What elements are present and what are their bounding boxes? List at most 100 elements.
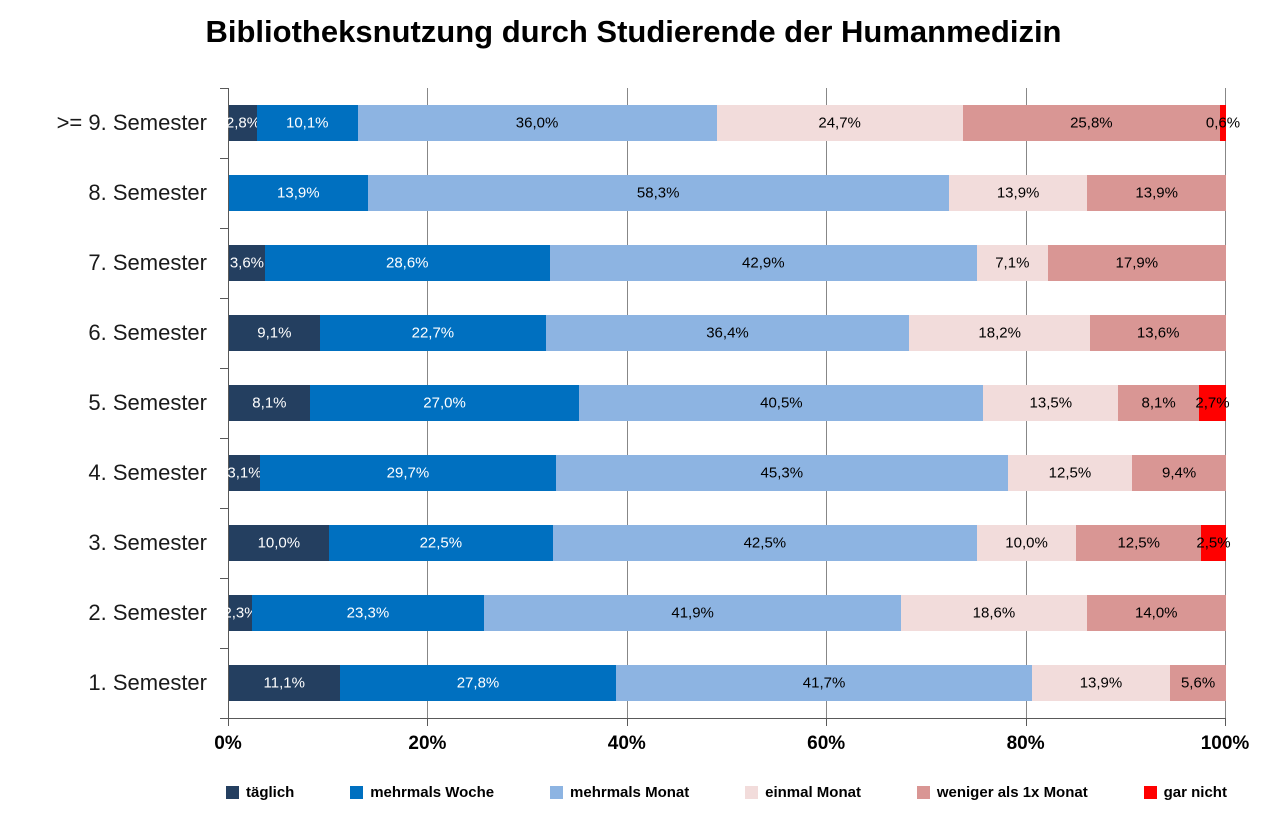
bar-segment-label: 2,8% <box>225 114 261 132</box>
bar-segment: 24,7% <box>716 105 963 141</box>
y-axis-label: 5. Semester <box>88 390 207 415</box>
x-axis-tick <box>1225 718 1226 726</box>
y-axis-labels: >= 9. Semester 8. Semester 7. Semester 6. S… <box>0 88 207 718</box>
bar-segment: 41,7% <box>616 665 1032 701</box>
bar-segment-label: 8,1% <box>252 394 287 412</box>
legend-item: gar nicht <box>1143 784 1227 801</box>
bar-row: 10,0% 22,5% 42,5% 10,0% 12,5% 2,5% <box>229 508 1231 578</box>
legend-swatch-icon <box>1143 786 1157 799</box>
legend-swatch-icon <box>745 786 759 799</box>
bar-segment-label: 3,1% <box>227 464 262 482</box>
bar-row: 3,1% 29,7% 45,3% 12,5% 9,4% <box>227 438 1226 508</box>
legend-item: einmal Monat <box>745 784 861 801</box>
bar-segment: 12,5% <box>1007 455 1133 491</box>
bar-segment-label: 7,1% <box>995 254 1030 272</box>
y-axis-tick <box>220 508 229 509</box>
bar-segment-label: 42,5% <box>743 534 787 552</box>
bar-segment: 2,7% <box>1195 385 1230 421</box>
bar-segment: 10,0% <box>976 525 1077 561</box>
bar-segment-label: 29,7% <box>386 464 430 482</box>
bar-segment: 18,6% <box>901 595 1087 631</box>
bar-segment-label: 3,6% <box>229 254 265 272</box>
bar-segment-label: 0,6% <box>1205 114 1241 132</box>
bar-segment-label: 13,9% <box>277 184 320 202</box>
bar-segment: 2,5% <box>1196 525 1231 561</box>
bar-segment: 17,9% <box>1047 245 1226 281</box>
bar-segment: 42,9% <box>549 245 977 281</box>
legend-swatch-icon <box>350 786 364 799</box>
x-axis-tick <box>427 718 429 726</box>
legend-label: weniger als 1x Monat <box>936 784 1088 801</box>
legend-swatch-icon <box>550 786 564 799</box>
y-axis-label: 4. Semester <box>88 460 207 485</box>
y-axis-tick <box>220 88 229 89</box>
y-axis-label: 8. Semester <box>88 180 207 205</box>
plot-area: 2,8% 10,1% 36,0% 24,7% 25,8% 0,6% 13,9% 58,3% 13… <box>220 88 1240 726</box>
bar-segment: 22,5% <box>328 525 553 561</box>
bar-segment-label: 40,5% <box>760 394 803 412</box>
bar-segment-label: 9,4% <box>1162 464 1197 482</box>
x-axis-tick <box>626 718 628 726</box>
bar-segment: 42,5% <box>553 525 977 561</box>
bar-segment: 13,9% <box>1087 175 1226 211</box>
legend-label: mehrmals Monat <box>570 784 690 801</box>
bar-segment: 23,3% <box>251 595 484 631</box>
bar-segment: 10,0% <box>229 525 329 561</box>
y-axis-tick <box>220 158 229 159</box>
bar-segment-label: 41,9% <box>671 604 714 622</box>
bar-segment-label: 22,7% <box>411 324 455 342</box>
bar-segment-label: 13,5% <box>1029 394 1073 412</box>
y-axis-label: 7. Semester <box>88 250 207 275</box>
y-axis-label: 1. Semester <box>88 670 207 695</box>
legend-item: täglich <box>226 784 294 801</box>
y-axis-tick <box>220 578 229 579</box>
bar-segment-label: 41,7% <box>802 674 846 692</box>
bar-segment-label: 36,0% <box>515 114 559 132</box>
bar-segment-label: 11,1% <box>263 674 305 692</box>
bar-row: 13,9% 58,3% 13,9% 13,9% <box>229 158 1226 228</box>
bar-segment-label: 18,6% <box>972 604 1016 622</box>
bar-segment-label: 10,0% <box>257 534 301 552</box>
bar-segment: 0,6% <box>1206 105 1240 141</box>
bar-segment: 22,7% <box>319 315 547 351</box>
legend-item: mehrmals Woche <box>350 784 494 801</box>
bar-segment-label: 25,8% <box>1070 114 1113 132</box>
x-axis-label: 40% <box>607 733 646 754</box>
bar-segment: 18,2% <box>908 315 1091 351</box>
bar-segment: 13,6% <box>1090 315 1226 351</box>
bar-segment-label: 17,9% <box>1115 254 1159 272</box>
bar-segment-label: 36,4% <box>706 324 749 342</box>
bar-segment: 13,5% <box>983 385 1119 421</box>
bar-segment: 45,3% <box>556 455 1008 491</box>
y-axis-label: 2. Semester <box>88 600 207 625</box>
bar-segment: 28,6% <box>264 245 550 281</box>
bar-segment: 25,8% <box>962 105 1220 141</box>
bar-segment-label: 13,6% <box>1136 324 1180 342</box>
bar-segment: 10,1% <box>256 105 358 141</box>
legend-label: gar nicht <box>1163 784 1227 801</box>
bar-segment: 8,1% <box>229 385 310 421</box>
y-axis-tick <box>220 228 229 229</box>
legend-swatch-icon <box>226 786 239 799</box>
y-axis-tick <box>220 718 229 719</box>
bar-segment-label: 10,1% <box>285 114 329 132</box>
bar-row: 2,8% 10,1% 36,0% 24,7% 25,8% 0,6% <box>225 88 1240 158</box>
y-axis-label: >= 9. Semester <box>56 110 207 135</box>
bar-segment: 2,8% <box>225 105 261 141</box>
x-axis-label: 20% <box>408 733 447 754</box>
legend-label: einmal Monat <box>765 784 861 801</box>
bar-segment-label: 2,7% <box>1195 394 1230 412</box>
legend-item: mehrmals Monat <box>550 784 689 801</box>
bar-segment-label: 9,1% <box>257 324 292 342</box>
bar-segment: 9,4% <box>1132 455 1226 491</box>
bar-segment-label: 13,9% <box>996 184 1040 202</box>
y-axis-label: 3. Semester <box>88 530 207 555</box>
bar-segment-label: 2,5% <box>1196 534 1231 552</box>
x-axis-tick <box>228 718 229 726</box>
y-axis-label: 6. Semester <box>88 320 207 345</box>
bar-segment: 12,5% <box>1076 525 1202 561</box>
x-axis-labels: 0% 20% 40% 60% 80% 100% <box>214 733 1249 763</box>
bar-segment: 8,1% <box>1118 385 1200 421</box>
bar-segment-label: 28,6% <box>385 254 429 272</box>
bar-segment-label: 5,6% <box>1180 674 1216 692</box>
